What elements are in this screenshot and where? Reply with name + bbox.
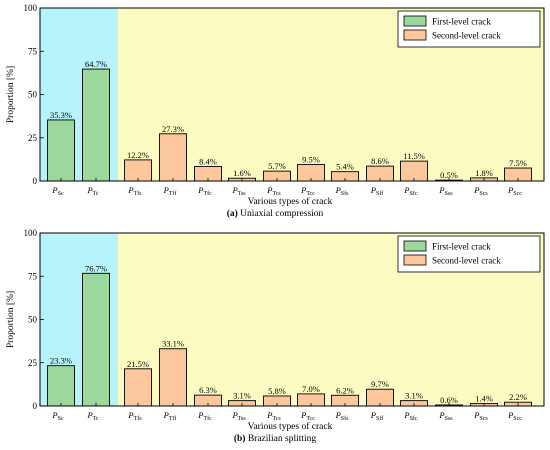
data-label: 5.7% bbox=[268, 161, 286, 171]
data-label: 9.7% bbox=[371, 379, 389, 389]
data-label: 76.7% bbox=[85, 263, 107, 273]
x-tick-label: PSfc bbox=[403, 185, 418, 197]
data-label: 5.4% bbox=[336, 162, 354, 172]
data-label: 3.1% bbox=[233, 391, 251, 401]
y-tick-label: 50 bbox=[28, 90, 38, 100]
x-axis-title: Various types of crack bbox=[248, 421, 333, 432]
y-tick-label: 50 bbox=[28, 315, 38, 325]
data-label: 35.3% bbox=[50, 110, 72, 120]
data-label: 7.5% bbox=[509, 158, 527, 168]
bar bbox=[159, 348, 187, 407]
x-tick-label: PTcc bbox=[300, 410, 315, 422]
x-tick-label: PSff bbox=[370, 410, 383, 422]
x-tick-label: PTc bbox=[86, 185, 98, 197]
x-tick-label: PTc bbox=[86, 410, 98, 422]
x-tick-label: PSc bbox=[51, 185, 64, 197]
panel-caption: (a) Uniaxial compression bbox=[227, 208, 324, 219]
x-tick-label: PTff bbox=[163, 185, 177, 197]
y-tick-label: 75 bbox=[28, 46, 38, 56]
y-tick-label: 100 bbox=[24, 3, 38, 13]
data-label: 6.2% bbox=[336, 385, 354, 395]
bar bbox=[82, 272, 110, 407]
x-tick-label: PSff bbox=[370, 185, 383, 197]
data-label: 1.4% bbox=[475, 394, 493, 404]
data-label: 0.6% bbox=[440, 395, 458, 405]
data-label: 5.8% bbox=[268, 386, 286, 396]
data-label: 64.7% bbox=[85, 59, 107, 69]
legend-swatch bbox=[403, 254, 427, 266]
x-tick-label: PTcs bbox=[266, 410, 281, 422]
x-tick-label: PScs bbox=[473, 410, 488, 422]
bar bbox=[124, 159, 152, 182]
data-label: 11.5% bbox=[403, 151, 425, 161]
legend-label: First-level crack bbox=[432, 17, 491, 27]
bar bbox=[47, 365, 75, 407]
x-tick-label: PTss bbox=[231, 410, 246, 422]
panel-brazilian-splitting: 0 25 50 75 100 Proportion [%] 23.3% PSc 76.7% PTc… bbox=[6, 228, 545, 444]
x-tick-label: PScs bbox=[473, 185, 488, 197]
x-tick-label: PSfs bbox=[335, 410, 350, 422]
x-tick-label: PTfc bbox=[197, 410, 212, 422]
bar bbox=[124, 368, 152, 407]
x-tick-label: PSfs bbox=[335, 185, 350, 197]
x-tick-label: PSss bbox=[438, 185, 453, 197]
legend-swatch bbox=[403, 29, 427, 41]
plot-frame bbox=[39, 7, 545, 182]
data-label: 23.3% bbox=[50, 356, 72, 366]
y-tick-label: 25 bbox=[28, 133, 38, 143]
bar bbox=[82, 68, 110, 182]
x-tick-label: PTfs bbox=[127, 185, 142, 197]
y-tick-label: 25 bbox=[28, 358, 38, 368]
plot-frame bbox=[39, 232, 545, 407]
data-label: 27.3% bbox=[162, 124, 184, 134]
x-tick-label: PTcc bbox=[300, 185, 315, 197]
bar bbox=[159, 133, 187, 182]
y-axis-title: Proportion [%] bbox=[6, 291, 16, 348]
x-tick-label: PTss bbox=[231, 185, 246, 197]
x-tick-label: PTfc bbox=[197, 185, 212, 197]
data-label: 12.2% bbox=[127, 150, 149, 160]
legend-swatch bbox=[403, 15, 427, 27]
legend-swatch bbox=[403, 240, 427, 252]
x-axis-title: Various types of crack bbox=[248, 196, 333, 207]
data-label: 3.1% bbox=[405, 391, 423, 401]
x-tick-label: PTfs bbox=[127, 410, 142, 422]
data-label: 8.4% bbox=[199, 156, 217, 166]
data-label: 1.8% bbox=[475, 168, 493, 178]
x-tick-label: PTcs bbox=[266, 185, 281, 197]
y-axis-title: Proportion [%] bbox=[6, 66, 16, 123]
x-tick-label: PSc bbox=[51, 410, 64, 422]
panel-uniaxial-compression: 0 25 50 75 100 Proportion [%] 35.3% PSc 64.7% PTc… bbox=[6, 3, 545, 219]
data-label: 33.1% bbox=[162, 339, 184, 349]
panel-caption: (b) Brazilian splitting bbox=[234, 433, 317, 444]
legend-label: Second-level crack bbox=[432, 31, 501, 41]
data-label: 21.5% bbox=[127, 359, 149, 369]
legend-label: First-level crack bbox=[432, 242, 491, 252]
data-label: 8.6% bbox=[371, 156, 389, 166]
y-tick-label: 0 bbox=[33, 176, 38, 186]
bar bbox=[47, 119, 75, 182]
x-tick-label: PTff bbox=[163, 410, 177, 422]
data-label: 9.5% bbox=[302, 155, 320, 165]
x-tick-label: PSss bbox=[438, 410, 453, 422]
y-tick-label: 75 bbox=[28, 271, 38, 281]
data-label: 0.5% bbox=[440, 170, 458, 180]
data-label: 2.2% bbox=[509, 392, 527, 402]
data-label: 7.0% bbox=[302, 384, 320, 394]
legend-label: Second-level crack bbox=[432, 256, 501, 266]
data-label: 6.3% bbox=[199, 385, 217, 395]
y-tick-label: 0 bbox=[33, 401, 38, 411]
data-label: 1.6% bbox=[233, 168, 251, 178]
x-tick-label: PScc bbox=[507, 185, 522, 197]
x-tick-label: PScc bbox=[507, 410, 522, 422]
x-tick-label: PSfc bbox=[403, 410, 418, 422]
y-tick-label: 100 bbox=[24, 228, 38, 238]
